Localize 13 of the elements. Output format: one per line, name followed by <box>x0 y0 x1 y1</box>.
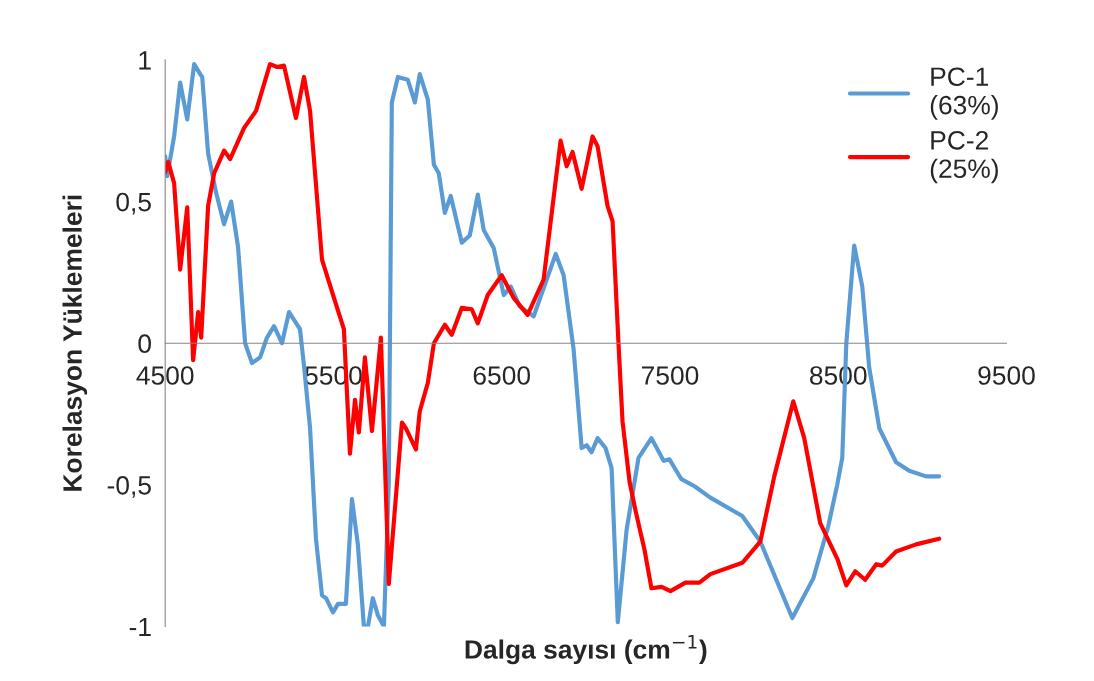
y-tick-label: 0,5 <box>116 192 151 215</box>
y-tick-label: -1 <box>129 617 151 637</box>
x-axis-title: Dalga sayısı (cm$^{−1}$) <box>465 635 707 665</box>
y-tick-label: 0 <box>138 334 151 354</box>
x-tick-label: 6500 <box>473 366 531 385</box>
legend-label: PC-1 (63%) <box>930 67 998 120</box>
x-tick-label: 7500 <box>641 366 699 385</box>
y-axis-title: Korelasyon Yüklemeleri <box>62 195 88 491</box>
x-tick-label: 4500 <box>136 366 194 385</box>
x-tick-label: 9500 <box>978 366 1035 385</box>
legend-label: PC-2 (25%) <box>930 130 998 184</box>
y-tick-label: -0,5 <box>107 476 151 498</box>
y-tick-label: 1 <box>139 51 151 70</box>
